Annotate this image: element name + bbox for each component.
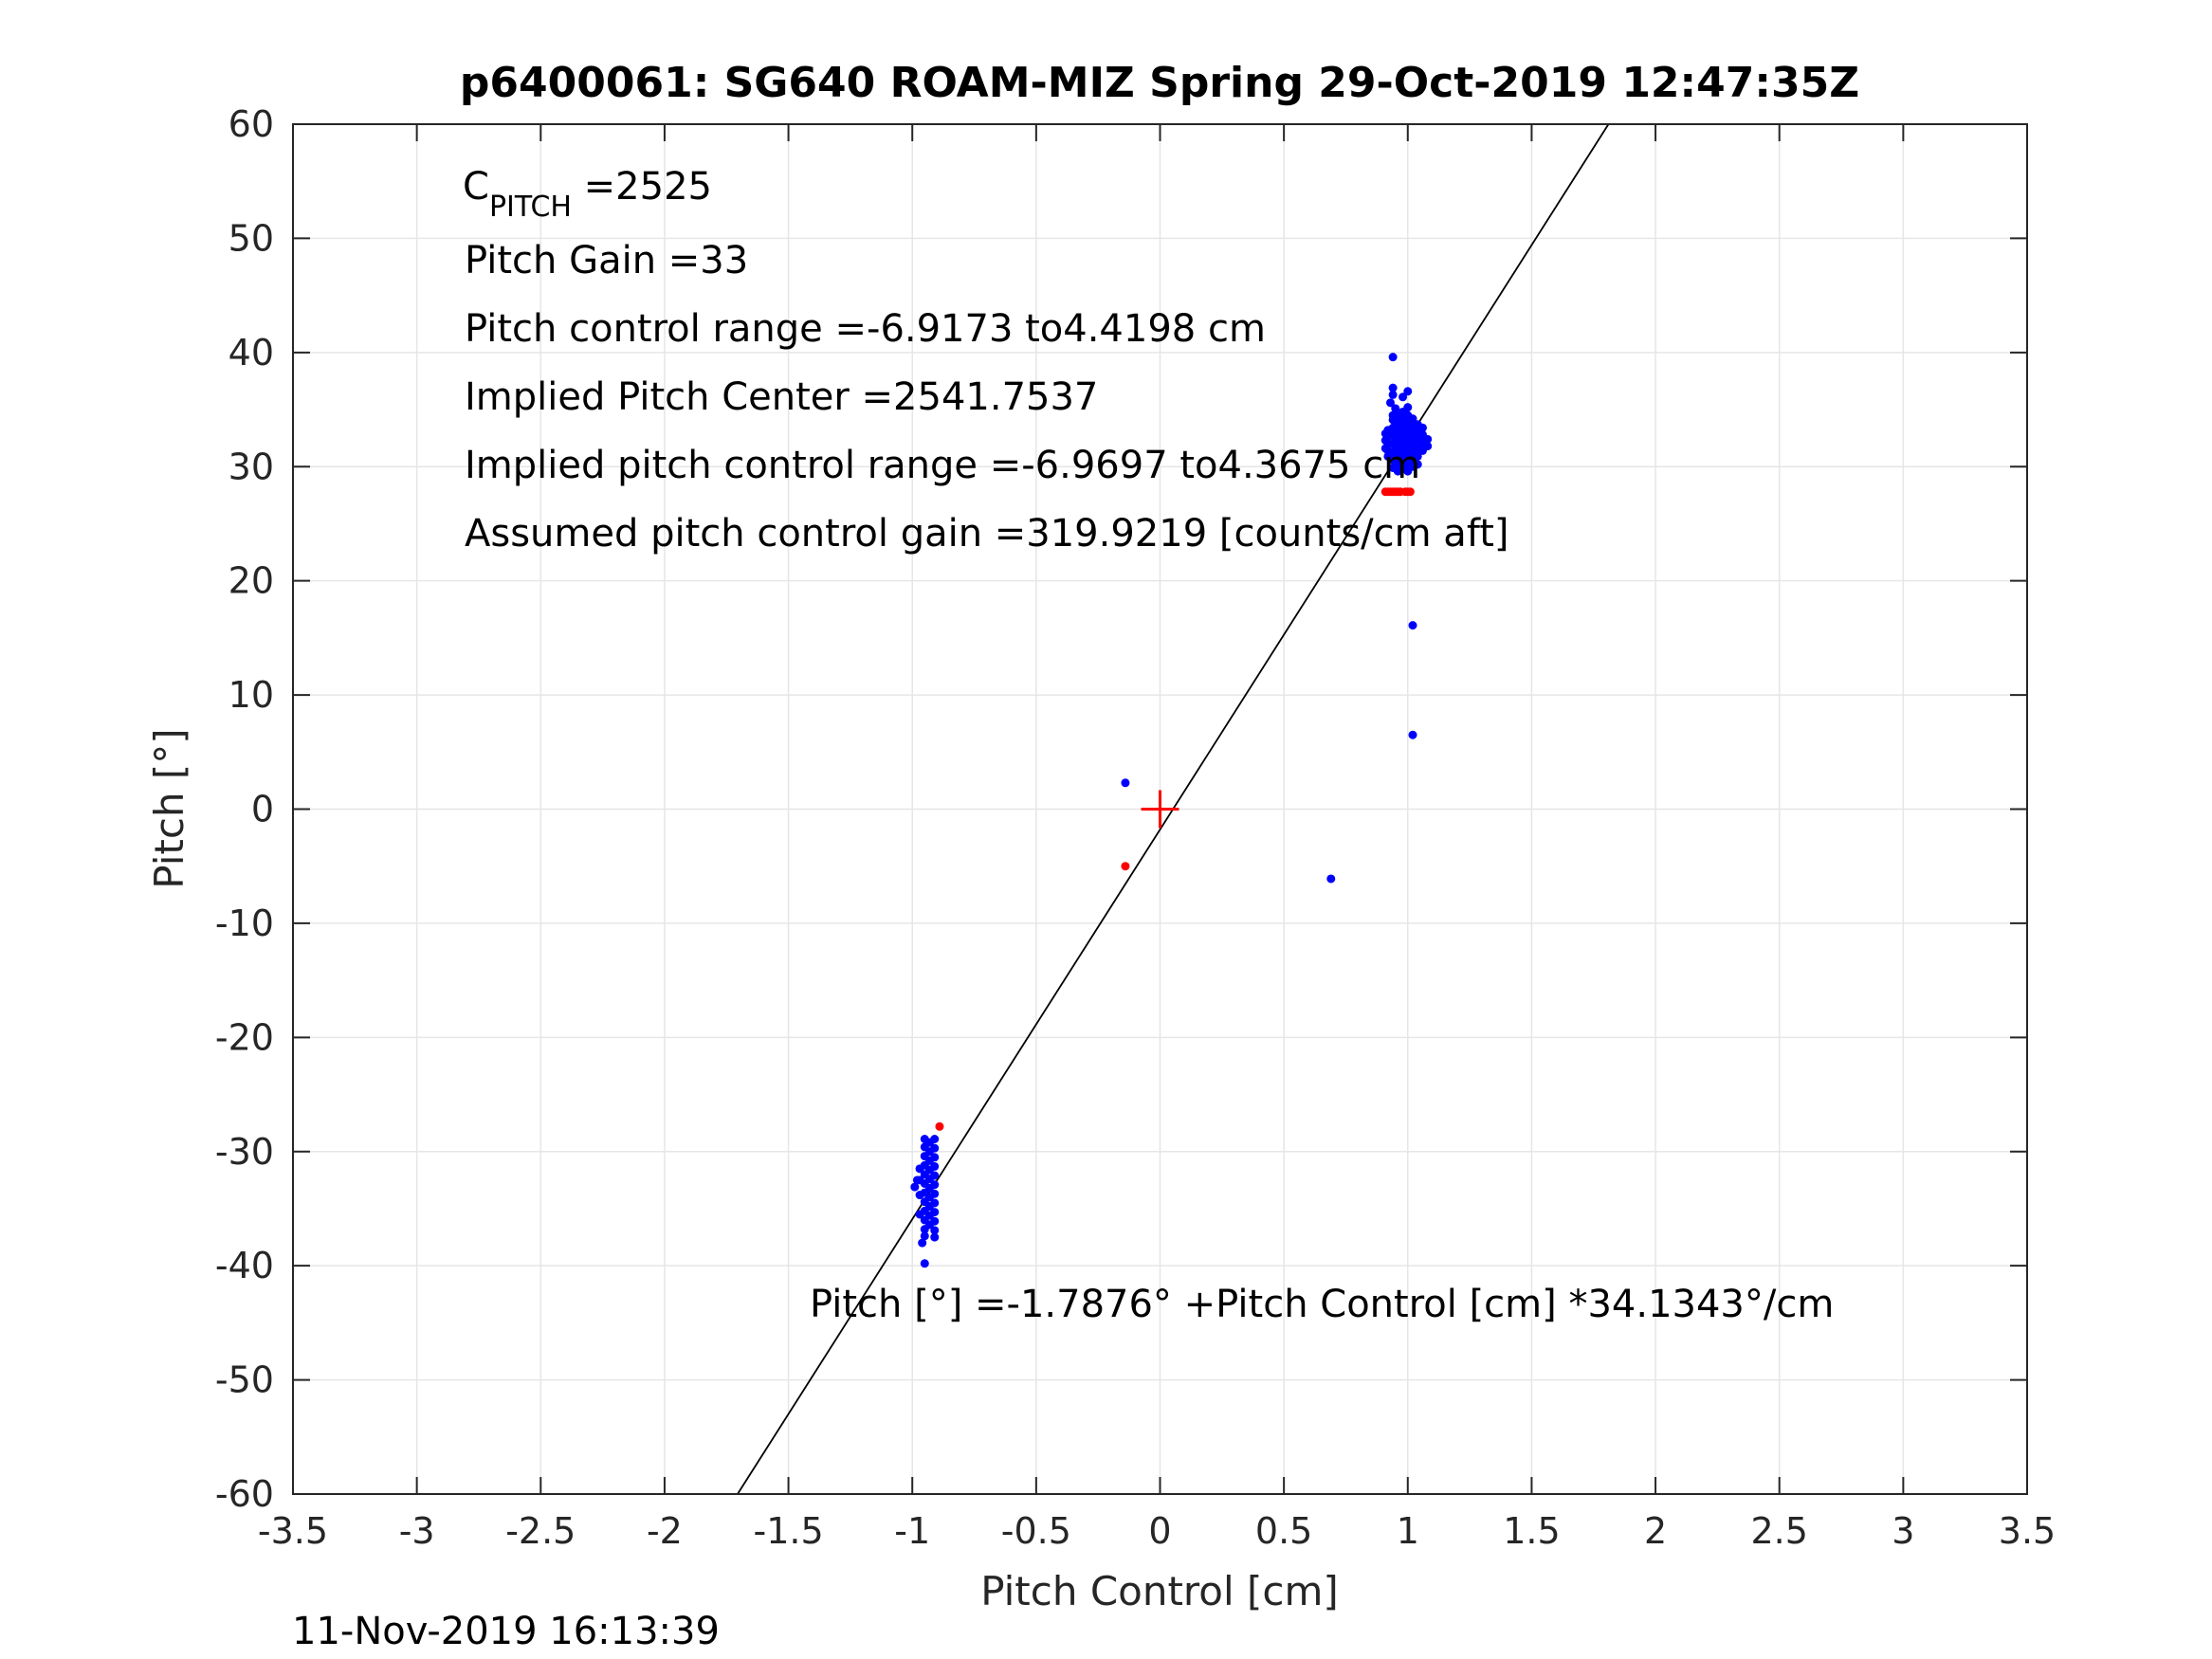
- x-tick-label: -2.5: [505, 1510, 576, 1552]
- blue-data-point: [930, 1180, 940, 1190]
- x-tick-label: 0: [1148, 1510, 1171, 1552]
- blue-data-point: [1408, 730, 1417, 739]
- blue-data-point: [1326, 874, 1336, 884]
- blue-data-point: [930, 1153, 940, 1162]
- x-tick-label: -0.5: [1001, 1510, 1071, 1552]
- y-tick-label: 0: [251, 789, 274, 830]
- y-tick-label: -30: [215, 1131, 274, 1173]
- chart-title: p6400061: SG640 ROAM-MIZ Spring 29-Oct-2…: [460, 59, 1859, 107]
- x-tick-label: 2: [1644, 1510, 1667, 1552]
- blue-data-point: [1423, 434, 1433, 444]
- blue-data-point: [930, 1171, 940, 1180]
- blue-data-point: [1413, 460, 1422, 469]
- blue-data-point: [910, 1182, 920, 1192]
- y-tick-label: 10: [229, 674, 274, 716]
- blue-data-point: [1423, 442, 1433, 451]
- y-tick-label: 20: [229, 560, 274, 602]
- blue-data-point: [930, 1135, 940, 1144]
- y-tick-label: -20: [215, 1016, 274, 1058]
- blue-data-point: [1408, 621, 1417, 630]
- axis-ticks: -3.5 -3 -2.5 -2 -1.5 -1 -0.5 0 0.5 1 1.5 2 2.5 3 3.5 -6…: [215, 103, 2056, 1552]
- y-tick-label: -10: [215, 902, 274, 944]
- blue-data-point: [930, 1198, 940, 1208]
- blue-data-point: [930, 1216, 940, 1226]
- y-axis-label: Pitch [°]: [146, 728, 192, 888]
- implied-pitch-center-annotation: Implied Pitch Center =2541.7537: [465, 375, 1098, 419]
- blue-data-point: [1413, 451, 1422, 461]
- plot-area: [737, 123, 1610, 1495]
- blue-data-point: [915, 1164, 924, 1174]
- implied-pitch-range-annotation: Implied pitch control range =-6.9697 to4…: [465, 444, 1420, 487]
- blue-data-point: [912, 1176, 922, 1185]
- c-pitch-subscript: PITCH: [489, 191, 572, 224]
- x-axis-label: Pitch Control [cm]: [980, 1568, 1339, 1614]
- c-pitch-value: =2525: [572, 165, 712, 209]
- x-tick-label: -1: [894, 1510, 930, 1552]
- blue-data-point: [1121, 778, 1130, 788]
- y-tick-label: 40: [229, 332, 274, 374]
- blue-data-point: [1408, 414, 1417, 424]
- y-tick-label: -50: [215, 1359, 274, 1401]
- pitch-control-range-annotation: Pitch control range =-6.9173 to4.4198 cm: [465, 307, 1266, 351]
- blue-data-point: [920, 1231, 929, 1241]
- blue-data-point: [1403, 403, 1413, 412]
- y-tick-label: 30: [229, 446, 274, 487]
- x-tick-label: 1.5: [1503, 1510, 1560, 1552]
- blue-data-point: [1388, 390, 1398, 399]
- x-tick-label: 1: [1397, 1510, 1419, 1552]
- x-tick-label: -2: [647, 1510, 683, 1552]
- grid: [292, 123, 2028, 1495]
- red-data-point: [935, 1121, 944, 1131]
- y-tick-label: 50: [229, 217, 274, 259]
- blue-data-point: [930, 1189, 940, 1198]
- x-tick-label: 2.5: [1750, 1510, 1807, 1552]
- blue-data-point: [930, 1226, 940, 1235]
- x-tick-label: 3: [1892, 1510, 1914, 1552]
- y-tick-label: -60: [215, 1473, 274, 1515]
- blue-data-point: [1417, 423, 1427, 432]
- c-pitch-main: C: [463, 165, 489, 209]
- blue-data-point: [1385, 398, 1395, 408]
- x-tick-label: -3.5: [258, 1510, 328, 1552]
- y-tick-label: 60: [229, 103, 274, 145]
- blue-data-point: [930, 1208, 940, 1217]
- y-tick-label: -40: [215, 1245, 274, 1286]
- blue-data-point: [1391, 404, 1400, 413]
- red-data-point: [1405, 487, 1415, 497]
- timestamp: 11-Nov-2019 16:13:39: [292, 1610, 720, 1653]
- blue-data-point: [920, 1259, 929, 1268]
- x-tick-label: -1.5: [753, 1510, 823, 1552]
- blue-data-point: [1403, 387, 1413, 396]
- c-pitch-annotation: CPITCH =2525: [463, 165, 712, 224]
- blue-data-point: [1398, 392, 1408, 402]
- assumed-gain-annotation: Assumed pitch control gain =319.9219 [co…: [465, 512, 1508, 556]
- x-tick-label: 3.5: [1999, 1510, 2056, 1552]
- blue-data-point: [930, 1161, 940, 1171]
- blue-data-point: [1388, 383, 1398, 392]
- blue-data-point: [930, 1143, 940, 1153]
- blue-data-point: [918, 1238, 927, 1248]
- fit-equation-annotation: Pitch [°] =-1.7876° +Pitch Control [cm] …: [810, 1283, 1834, 1326]
- x-tick-label: 0.5: [1255, 1510, 1312, 1552]
- blue-data-point: [915, 1210, 924, 1219]
- blue-data-point: [915, 1191, 924, 1200]
- x-tick-label: -3: [399, 1510, 435, 1552]
- blue-data-point: [930, 1232, 940, 1242]
- pitch-gain-annotation: Pitch Gain =33: [465, 239, 748, 283]
- blue-data-point: [1388, 353, 1398, 362]
- red-data-point: [1121, 862, 1130, 871]
